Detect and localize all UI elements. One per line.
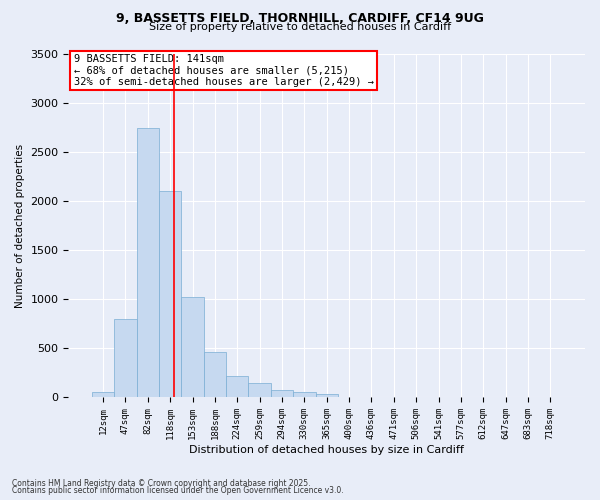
- Text: Size of property relative to detached houses in Cardiff: Size of property relative to detached ho…: [149, 22, 451, 32]
- Bar: [248, 383, 271, 398]
- Y-axis label: Number of detached properties: Number of detached properties: [15, 144, 25, 308]
- Bar: [271, 390, 293, 398]
- Bar: [137, 128, 159, 398]
- Text: 9 BASSETTS FIELD: 141sqm
← 68% of detached houses are smaller (5,215)
32% of sem: 9 BASSETTS FIELD: 141sqm ← 68% of detach…: [74, 54, 374, 87]
- Text: Contains public sector information licensed under the Open Government Licence v3: Contains public sector information licen…: [12, 486, 344, 495]
- Text: Contains HM Land Registry data © Crown copyright and database right 2025.: Contains HM Land Registry data © Crown c…: [12, 478, 311, 488]
- Bar: [159, 192, 181, 398]
- Bar: [114, 319, 137, 398]
- Bar: [92, 392, 114, 398]
- Bar: [226, 376, 248, 398]
- Bar: [204, 352, 226, 398]
- Bar: [293, 392, 316, 398]
- Bar: [181, 298, 204, 398]
- X-axis label: Distribution of detached houses by size in Cardiff: Distribution of detached houses by size …: [189, 445, 464, 455]
- Text: 9, BASSETTS FIELD, THORNHILL, CARDIFF, CF14 9UG: 9, BASSETTS FIELD, THORNHILL, CARDIFF, C…: [116, 12, 484, 26]
- Bar: [316, 394, 338, 398]
